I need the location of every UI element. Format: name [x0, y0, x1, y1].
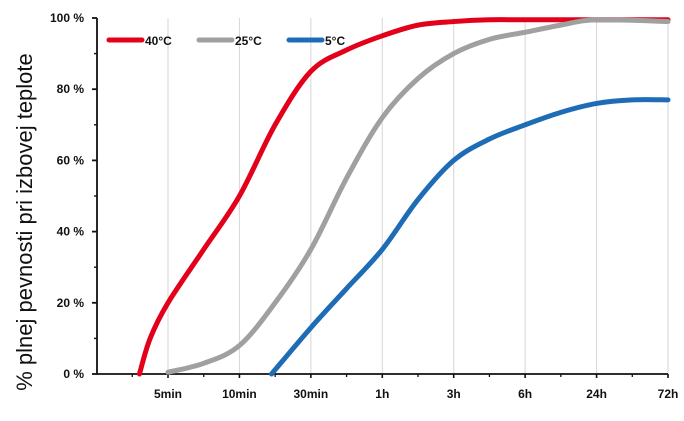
x-tick-label: 5min: [154, 387, 182, 401]
y-tick-label: 80 %: [57, 82, 85, 96]
x-tick-label: 30min: [294, 387, 329, 401]
legend-label-5c: 5°C: [325, 34, 345, 48]
series-line-5c: [269, 97, 671, 377]
y-tick-label: 40 %: [57, 225, 85, 239]
axes-layer: 0 % 20 % 40 % 60 % 80 % 100 % 5min 10min 30min 1h…: [50, 11, 678, 401]
grid-layer: [167, 18, 669, 374]
y-tick-label: 100 %: [50, 11, 84, 25]
x-tick-label: 10min: [222, 387, 257, 401]
legend: 40°C 25°C 5°C: [106, 34, 345, 48]
legend-label-25c: 25°C: [235, 34, 262, 48]
y-tick-label: 20 %: [57, 296, 85, 310]
series-line-25c: [165, 17, 671, 375]
x-tick-label: 24h: [586, 387, 607, 401]
series-line-40c: [136, 17, 671, 377]
x-tick-label: 1h: [375, 387, 389, 401]
x-tick-label: 6h: [518, 387, 532, 401]
y-tick-label: 0 %: [63, 367, 84, 381]
x-tick-label: 3h: [447, 387, 461, 401]
y-axis-title: % plnej pevnosti pri izbovej teplote: [12, 53, 37, 391]
legend-label-40c: 40°C: [145, 34, 172, 48]
x-tick-label: 72h: [658, 387, 679, 401]
y-tick-label: 60 %: [57, 153, 85, 167]
series-layer: [136, 17, 671, 377]
